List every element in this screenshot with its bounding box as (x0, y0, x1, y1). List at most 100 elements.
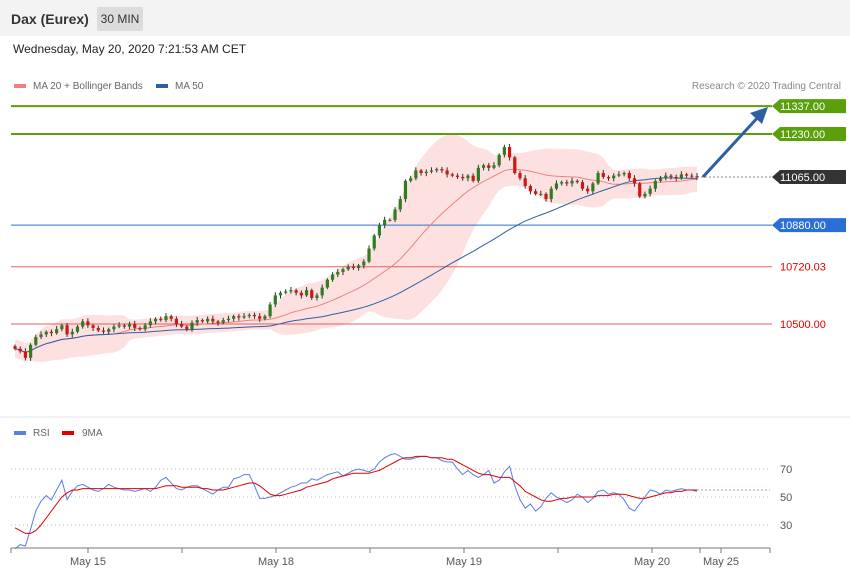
research-credit: Research © 2020 Trading Central (691, 81, 841, 92)
candle-body-down (419, 170, 423, 174)
level-badge-11337-00 (772, 99, 846, 114)
candle-body-down (471, 175, 475, 181)
candle-body-down (445, 170, 449, 175)
candle-body-up (622, 173, 626, 175)
candle-body-up (117, 325, 121, 327)
ma50-line (14, 177, 698, 354)
candle-body-up (70, 331, 74, 335)
candle-body-up (648, 188, 652, 194)
candle-body-down (674, 176, 678, 179)
x-tick-label: May 20 (634, 556, 670, 568)
x-tick-label: May 19 (446, 556, 482, 568)
ma9-legend-swatch (62, 431, 74, 435)
ma50-legend-label: MA 50 (175, 81, 204, 92)
candle-body-up (570, 180, 574, 184)
candle-body-up (112, 326, 116, 330)
ma20-legend-swatch (14, 84, 26, 88)
candle-body-up (664, 175, 668, 179)
level-label-11065-00: 11065.00 (780, 172, 825, 184)
candle-body-down (518, 173, 522, 179)
candle-body-up (554, 183, 559, 189)
candle-body-down (632, 178, 637, 184)
rsi-legend-label: RSI (33, 428, 50, 439)
candle-body-down (351, 266, 355, 269)
candle-body-down (586, 188, 590, 192)
forecast-arrow-line (701, 113, 762, 178)
candle-body-up (190, 322, 194, 330)
candle-body-up (304, 290, 309, 296)
candle-body-up (336, 271, 340, 275)
candle-body-down (23, 351, 28, 358)
candle-body-down (216, 321, 220, 323)
candle-body-down (544, 193, 548, 200)
ma9-legend-label: 9MA (82, 428, 103, 439)
candle-body-up (560, 182, 564, 184)
candle-body-up (429, 170, 434, 172)
candle-body-down (580, 182, 585, 189)
candle-body-down (528, 186, 533, 192)
candle-body-up (403, 180, 408, 200)
candle-body-down (440, 169, 444, 171)
candle-body-up (383, 219, 387, 226)
period-button[interactable]: 30 MIN (97, 7, 143, 31)
x-tick-label: May 18 (258, 556, 294, 568)
candle-body-down (91, 325, 95, 328)
candle-body-down (450, 174, 454, 176)
candle-body-up (127, 324, 132, 327)
candle-body-down (65, 325, 69, 335)
candle-body-up (226, 318, 231, 321)
x-tick-label: May 15 (70, 556, 106, 568)
candle-body-up (492, 165, 496, 168)
rsi-line (14, 453, 698, 550)
candle-body-up (44, 331, 48, 335)
candle-body-up (414, 170, 418, 179)
candle-body-up (466, 175, 470, 179)
forecast-arrowhead (750, 107, 768, 124)
x-tick-label: May 25 (703, 556, 739, 568)
candle-body-down (695, 176, 699, 178)
level-label-11230-00: 11230.00 (780, 129, 825, 141)
candle-body-up (289, 290, 293, 292)
candle-body-down (294, 290, 298, 293)
instrument-title: Dax (Eurex) (11, 11, 89, 27)
candle-body-up (679, 174, 683, 179)
candle-body-down (461, 176, 465, 179)
candle-body-down (96, 327, 100, 331)
candle-body-down (169, 316, 173, 319)
level-badge-10880-00 (772, 218, 846, 233)
candle-body-down (627, 173, 631, 179)
candle-body-up (153, 318, 158, 322)
candle-body-up (549, 188, 553, 200)
rsi-tick-30: 30 (780, 520, 792, 532)
chart-header-bar: Dax (Eurex) 30 MIN (0, 0, 850, 36)
candle-body-down (534, 191, 538, 194)
candle-body-up (195, 320, 199, 323)
candle-body-up (268, 304, 272, 317)
candle-body-down (200, 320, 205, 322)
ma20-line (14, 168, 698, 354)
candle-body-up (398, 199, 402, 210)
candle-body-up (263, 316, 267, 319)
candle-body-up (377, 225, 382, 236)
rsi-tick-70: 70 (780, 464, 792, 476)
candle-body-up (232, 316, 236, 319)
level-badge-11065-00 (772, 169, 846, 184)
candle-body-down (185, 326, 189, 330)
rsi-ma9-line (14, 455, 697, 534)
candle-body-up (596, 173, 600, 184)
candle-body-up (357, 265, 361, 269)
candle-body-down (684, 174, 689, 176)
candle-body-up (476, 167, 480, 181)
candle-body-up (206, 318, 210, 322)
candle-body-down (638, 183, 642, 197)
candle-body-up (658, 178, 663, 181)
candle-body-down (310, 290, 314, 298)
candle-body-up (81, 321, 85, 327)
candle-body-up (591, 183, 595, 192)
candle-body-down (86, 321, 90, 326)
candle-body-up (617, 174, 621, 176)
candle-body-up (55, 329, 59, 334)
candle-body-up (242, 316, 246, 318)
candle-body-up (221, 320, 225, 323)
candle-body-down (299, 292, 303, 296)
